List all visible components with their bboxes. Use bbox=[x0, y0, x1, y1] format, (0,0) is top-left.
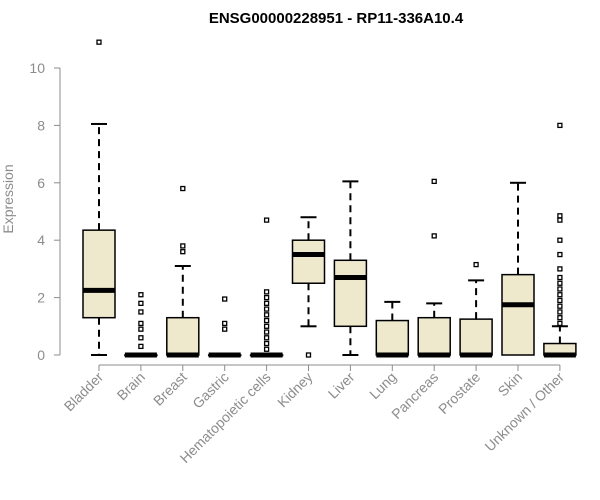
box-gastric bbox=[207, 296, 242, 358]
outlier-point bbox=[557, 315, 563, 321]
y-tick-label: 4 bbox=[37, 232, 45, 248]
outlier-point bbox=[305, 352, 312, 358]
x-category-label: Unknown / Other bbox=[481, 369, 567, 455]
outlier-point bbox=[557, 122, 563, 129]
x-category-label: Prostate bbox=[435, 369, 483, 417]
outlier-point bbox=[557, 251, 563, 258]
outlier-point bbox=[96, 39, 102, 45]
outlier-point bbox=[557, 266, 563, 272]
chart-title: ENSG00000228951 - RP11-336A10.4 bbox=[209, 10, 464, 27]
outlier-point bbox=[263, 329, 270, 335]
outlier-point bbox=[557, 237, 563, 243]
outlier-point bbox=[557, 309, 563, 315]
box-body bbox=[82, 229, 116, 319]
box-breast bbox=[166, 185, 200, 358]
outlier-point bbox=[557, 213, 563, 219]
outlier-point bbox=[222, 326, 228, 332]
outlier-point bbox=[138, 292, 144, 298]
box-body bbox=[417, 316, 451, 356]
box-body bbox=[333, 259, 368, 328]
y-tick-label: 0 bbox=[37, 347, 45, 363]
x-category-label: Lung bbox=[366, 369, 399, 402]
outlier-point bbox=[180, 185, 186, 192]
outlier-point bbox=[263, 217, 270, 223]
box-body bbox=[291, 239, 326, 284]
outlier-point bbox=[557, 217, 563, 223]
box-body bbox=[166, 316, 200, 356]
outlier-point bbox=[222, 296, 228, 302]
outlier-point bbox=[263, 312, 270, 318]
box-liver bbox=[333, 180, 368, 356]
box-lung bbox=[375, 300, 410, 358]
x-category-label: Pancreas bbox=[388, 369, 441, 422]
x-category-label: Kidney bbox=[274, 369, 316, 411]
outlier-point bbox=[263, 300, 270, 306]
x-category-label: Breast bbox=[150, 369, 190, 409]
plot-area bbox=[82, 39, 577, 371]
outlier-point bbox=[138, 320, 144, 327]
outlier-point bbox=[473, 261, 479, 268]
outlier-point bbox=[557, 292, 563, 298]
outlier-point bbox=[557, 297, 563, 304]
outlier-point bbox=[263, 294, 270, 301]
outlier-point bbox=[180, 243, 186, 249]
outlier-point bbox=[263, 323, 270, 329]
outlier-point bbox=[138, 309, 144, 315]
y-axis-label: Expression bbox=[0, 164, 16, 233]
outlier-point bbox=[431, 233, 437, 239]
box-unknown-other bbox=[543, 122, 577, 358]
outlier-point bbox=[138, 326, 144, 332]
box-prostate bbox=[459, 261, 493, 358]
x-category-label: Bladder bbox=[61, 369, 107, 415]
outlier-point bbox=[557, 280, 563, 286]
outlier-point bbox=[263, 340, 270, 347]
outlier-point bbox=[263, 335, 270, 341]
outlier-point bbox=[431, 178, 437, 185]
outlier-point bbox=[138, 300, 144, 306]
box-bladder bbox=[82, 39, 116, 356]
box-body bbox=[501, 273, 535, 356]
box-kidney bbox=[291, 216, 326, 358]
x-category-label: Skin bbox=[495, 369, 526, 400]
x-category-label: Brain bbox=[114, 369, 148, 403]
outlier-point bbox=[557, 320, 563, 327]
outlier-point bbox=[557, 303, 563, 309]
box-pancreas bbox=[417, 178, 451, 358]
box-skin bbox=[501, 181, 535, 356]
y-tick-label: 6 bbox=[37, 175, 45, 191]
outlier-point bbox=[557, 286, 563, 292]
outlier-point bbox=[263, 317, 270, 324]
box-body bbox=[375, 319, 410, 356]
outlier-point bbox=[222, 320, 228, 327]
y-tick-label: 8 bbox=[37, 117, 45, 133]
outlier-point bbox=[263, 289, 270, 295]
y-tick-label: 10 bbox=[29, 60, 45, 76]
x-category-label: Liver bbox=[325, 369, 358, 402]
y-tick-label: 2 bbox=[37, 290, 45, 306]
outlier-point bbox=[180, 249, 186, 255]
outlier-point bbox=[138, 343, 144, 350]
outlier-point bbox=[263, 346, 270, 352]
outlier-point bbox=[557, 274, 563, 281]
box-hematopoietic-cells bbox=[249, 217, 284, 358]
outlier-point bbox=[263, 306, 270, 312]
y-axis: 0 2 4 6 8 10 bbox=[29, 60, 61, 363]
outlier-point bbox=[138, 335, 144, 341]
box-brain bbox=[124, 292, 158, 358]
box-body bbox=[459, 318, 493, 356]
